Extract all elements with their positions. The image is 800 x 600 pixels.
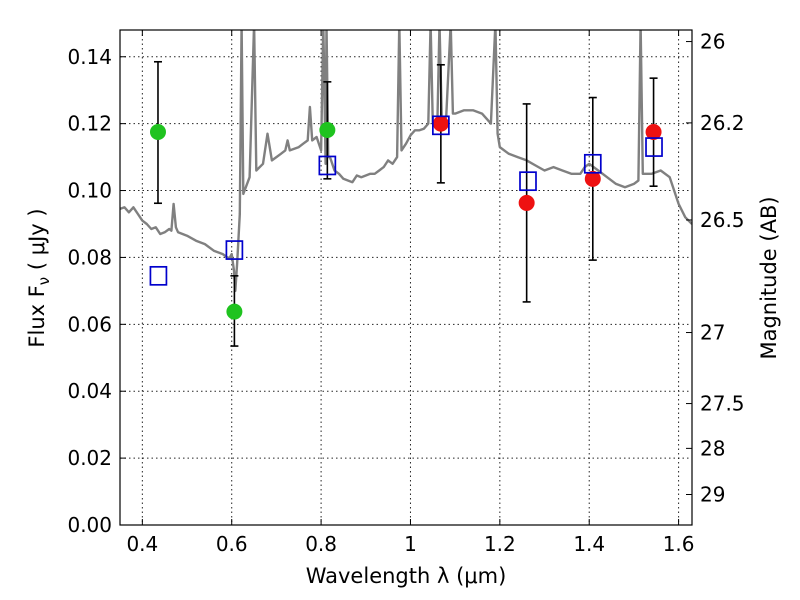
y-tick-label: 0.02 (67, 446, 112, 470)
red-flux-point (584, 170, 601, 187)
y-tick-label: 0.14 (67, 45, 112, 69)
green-flux-point (149, 124, 166, 141)
model-flux-square (318, 155, 337, 176)
data-markers (149, 115, 663, 320)
x-tick-label: 1.6 (663, 532, 695, 556)
y-tick-label: 0.12 (67, 112, 112, 136)
y-tick-label: 0.08 (67, 245, 112, 269)
magnitude-tick-label: 26.2 (700, 111, 745, 135)
magnitude-tick-label: 26 (700, 30, 725, 54)
magnitude-tick-label: 26.5 (700, 208, 745, 232)
model-flux-square (519, 171, 537, 192)
sed-curve-line (120, 30, 692, 293)
red-flux-point (432, 115, 449, 132)
x-tick-label: 0.8 (305, 532, 337, 556)
error-bars (153, 60, 658, 347)
y-tick-label: 0.10 (67, 179, 112, 203)
y-tick-label: 0.04 (67, 379, 112, 403)
magnitude-tick-label: 28 (700, 436, 725, 460)
model-flux-square (583, 153, 602, 174)
y-axis-label-unit: ( μJy ) (25, 208, 49, 276)
plot-frame (119, 29, 693, 526)
magnitude-tick-label: 27 (700, 321, 725, 345)
x-tick-label: 1 (404, 532, 417, 556)
model-flux-square (149, 265, 168, 286)
y-axis-label: Flux Fν ( μJy ) (25, 208, 53, 347)
y-tick-label: 0.00 (67, 513, 112, 537)
x-tick-label: 1.2 (484, 532, 516, 556)
x-tick-label: 1.4 (573, 532, 605, 556)
y-axis-label-subscript: ν (35, 277, 53, 285)
axis-ticks: 0.4 0.6 0.8 1 1.2 1.4 1.6 0.00 0.02 0.04 0.06 0.08 0… (67, 30, 744, 556)
model-flux-square (225, 240, 244, 260)
green-flux-point (319, 122, 336, 139)
sed-model-curve (120, 30, 692, 293)
x-axis-label: Wavelength λ (μm) (306, 564, 507, 588)
right-axis-label: Magnitude (AB) (757, 196, 781, 359)
green-flux-point (226, 303, 243, 320)
magnitude-tick-label: 29 (700, 482, 725, 506)
magnitude-tick-label: 27.5 (700, 392, 745, 416)
y-axis-label-main: Flux F (25, 285, 49, 347)
grid-lines (120, 30, 692, 526)
x-tick-label: 0.6 (216, 532, 248, 556)
model-flux-square (645, 137, 663, 157)
plot-background (120, 30, 692, 525)
red-flux-point (645, 124, 662, 141)
y-tick-label: 0.06 (67, 312, 112, 336)
x-tick-label: 0.4 (126, 532, 158, 556)
red-flux-point (518, 194, 535, 211)
model-flux-square (432, 115, 450, 136)
